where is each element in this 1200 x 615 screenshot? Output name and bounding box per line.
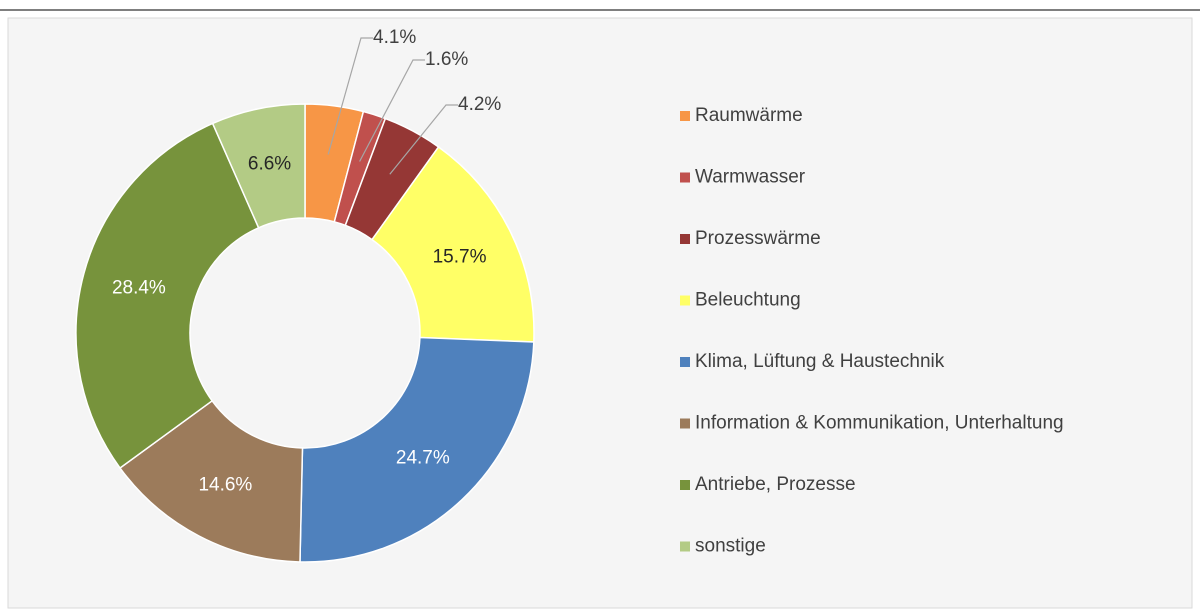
data-label: 24.7% [396,447,450,468]
leader-line [327,37,373,155]
legend-swatch [680,111,690,121]
donut-slice [299,336,535,563]
data-label: 15.7% [433,247,487,268]
legend-swatch [680,357,690,367]
legend-label: Raumwärme [695,105,803,126]
legend-label: Antriebe, Prozesse [695,474,856,495]
legend-swatch [680,295,690,306]
donut-slice [75,122,260,470]
legend-swatch [680,541,690,552]
legend-swatch [680,234,690,244]
legend-label: Warmwasser [695,167,806,188]
legend-swatch [680,480,690,490]
donut-slice [118,399,304,563]
legend-label: Information & Kommunikation, Unterhaltun… [695,413,1064,434]
legend-label: Beleuchtung [695,290,801,311]
donut-slice [371,145,535,343]
legend-label: Klima, Lüftung & Haustechnik [695,351,945,372]
legend-label: sonstige [695,536,766,557]
legend-label: Prozesswärme [695,228,821,249]
data-label: 6.6% [248,154,291,175]
data-label: 1.6% [425,49,468,70]
donut-slice [211,103,306,229]
data-label: 14.6% [198,474,252,495]
data-label: 4.2% [458,94,501,115]
data-label: 4.1% [373,27,416,48]
legend-swatch [680,418,690,429]
data-label: 28.4% [112,277,166,298]
legend-swatch [680,172,690,183]
leader-line [359,59,425,162]
leader-line [389,104,458,175]
